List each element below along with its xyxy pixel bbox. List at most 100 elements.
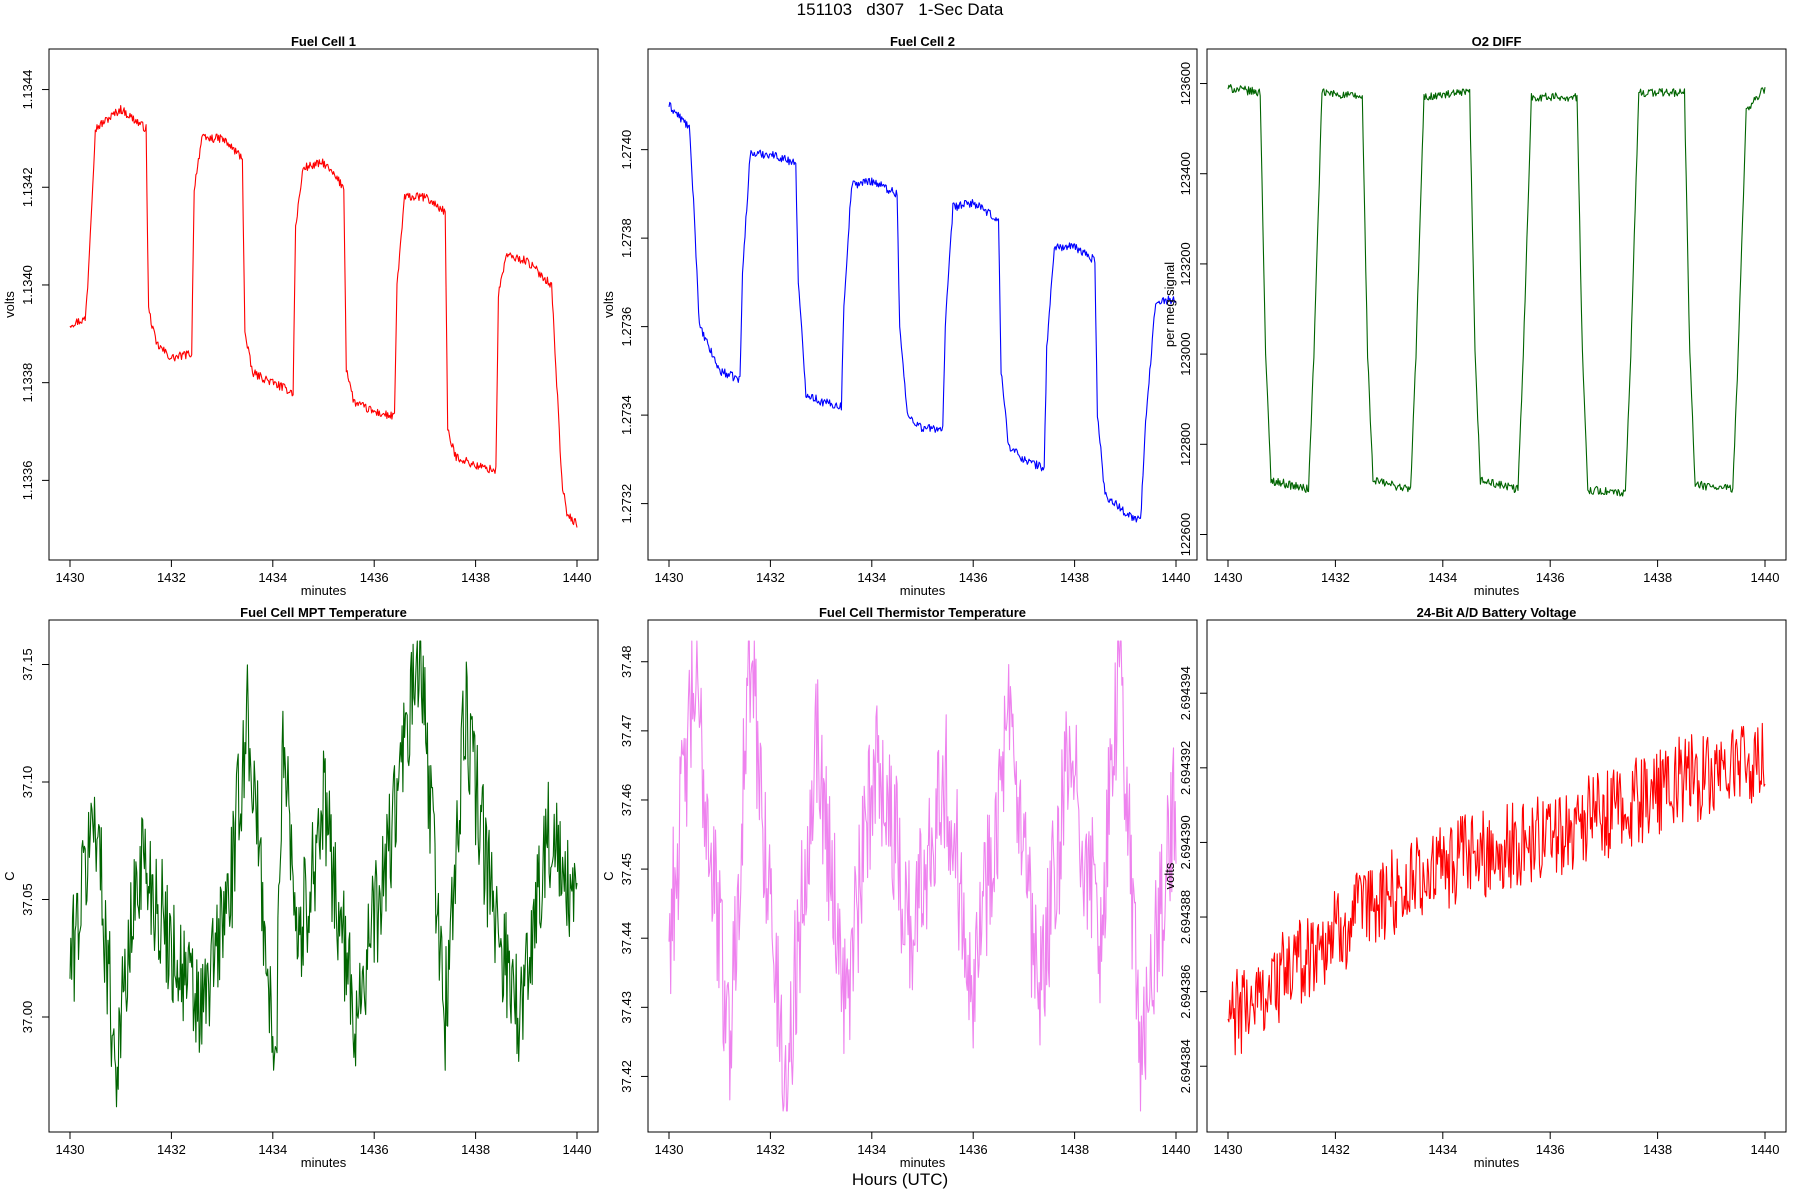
x-tick-label: 1430 bbox=[56, 1142, 85, 1157]
y-tick-label: 2.694388 bbox=[1178, 890, 1193, 944]
x-tick-label: 1432 bbox=[1321, 1142, 1350, 1157]
x-tick-label: 1436 bbox=[959, 1142, 988, 1157]
x-axis-label: minutes bbox=[1474, 583, 1520, 598]
x-axis-label: minutes bbox=[301, 1155, 347, 1170]
figure-title: 151103 d307 1-Sec Data bbox=[796, 0, 1004, 19]
y-axis-label: per meg signal bbox=[1162, 262, 1177, 347]
x-tick-label: 1440 bbox=[1751, 1142, 1780, 1157]
x-tick-label: 1438 bbox=[461, 570, 490, 585]
y-axis-label: volts bbox=[601, 291, 616, 318]
x-tick-label: 1434 bbox=[1428, 570, 1457, 585]
plot-frame bbox=[1206, 48, 1787, 561]
chart-panel-6: 24-Bit A/D Battery Voltage 1430 1432 1434 14… bbox=[1162, 605, 1787, 1170]
y-tick-label: 37.43 bbox=[619, 991, 634, 1024]
y-axis-label: volts bbox=[1162, 862, 1177, 889]
y-tick-label: 2.694392 bbox=[1178, 741, 1193, 795]
y-tick-label: 2.694386 bbox=[1178, 965, 1193, 1019]
series-line bbox=[1227, 84, 1766, 497]
chart-panel-2: Fuel Cell 2 1430 1432 1434 1436 1438 1440 minut… bbox=[601, 34, 1198, 598]
y-tick-label: 122800 bbox=[1178, 423, 1193, 466]
x-tick-label: 1440 bbox=[1162, 1142, 1191, 1157]
x-tick-label: 1434 bbox=[857, 570, 886, 585]
y-tick-label: 1.2740 bbox=[619, 130, 634, 170]
x-tick-label: 1440 bbox=[563, 570, 592, 585]
series-line bbox=[668, 640, 1177, 1112]
plot-frame bbox=[1206, 619, 1787, 1133]
y-tick-label: 1.2738 bbox=[619, 218, 634, 258]
y-tick-label: 37.05 bbox=[20, 883, 35, 916]
y-tick-label: 2.694384 bbox=[1178, 1039, 1193, 1093]
plot-frame bbox=[48, 619, 599, 1133]
y-tick-label: 1.1342 bbox=[20, 167, 35, 207]
y-axis-label: volts bbox=[2, 291, 17, 318]
y-tick-label: 37.42 bbox=[619, 1060, 634, 1093]
x-tick-label: 1438 bbox=[1643, 570, 1672, 585]
x-tick-label: 1440 bbox=[1162, 570, 1191, 585]
y-tick-label: 123000 bbox=[1178, 332, 1193, 375]
chart-title: Fuel Cell Thermistor Temperature bbox=[819, 605, 1026, 620]
y-tick-label: 1.2734 bbox=[619, 395, 634, 435]
plot-frame bbox=[647, 619, 1198, 1133]
y-tick-label: 123600 bbox=[1178, 62, 1193, 105]
y-tick-label: 37.46 bbox=[619, 784, 634, 817]
y-tick-label: 123200 bbox=[1178, 242, 1193, 285]
y-tick-label: 1.1336 bbox=[20, 460, 35, 500]
y-tick-label: 2.694394 bbox=[1178, 666, 1193, 720]
y-axis-label: C bbox=[2, 871, 17, 880]
x-tick-label: 1432 bbox=[1321, 570, 1350, 585]
x-tick-label: 1436 bbox=[1536, 570, 1565, 585]
series-line bbox=[1227, 722, 1766, 1056]
x-tick-label: 1436 bbox=[360, 570, 389, 585]
x-axis-label: minutes bbox=[1474, 1155, 1520, 1170]
x-tick-label: 1436 bbox=[1536, 1142, 1565, 1157]
x-tick-label: 1432 bbox=[756, 570, 785, 585]
x-tick-label: 1438 bbox=[1060, 570, 1089, 585]
y-tick-label: 37.47 bbox=[619, 715, 634, 748]
x-tick-label: 1430 bbox=[1214, 570, 1243, 585]
y-tick-label: 122600 bbox=[1178, 513, 1193, 556]
x-tick-label: 1438 bbox=[461, 1142, 490, 1157]
y-tick-label: 37.15 bbox=[20, 648, 35, 681]
x-tick-label: 1440 bbox=[563, 1142, 592, 1157]
figure-footer-label: Hours (UTC) bbox=[851, 1170, 949, 1189]
y-axis-label: C bbox=[601, 871, 616, 880]
plot-frame bbox=[48, 48, 599, 561]
y-tick-label: 1.2732 bbox=[619, 484, 634, 524]
y-tick-label: 123400 bbox=[1178, 152, 1193, 195]
x-tick-label: 1432 bbox=[157, 570, 186, 585]
y-tick-label: 37.00 bbox=[20, 1001, 35, 1034]
y-tick-label: 37.44 bbox=[619, 922, 634, 955]
chart-title: Fuel Cell 1 bbox=[291, 34, 356, 49]
x-tick-label: 1430 bbox=[1214, 1142, 1243, 1157]
x-tick-label: 1432 bbox=[756, 1142, 785, 1157]
y-tick-label: 37.10 bbox=[20, 766, 35, 799]
series-line bbox=[69, 640, 578, 1108]
x-tick-label: 1434 bbox=[258, 570, 287, 585]
x-tick-label: 1434 bbox=[1428, 1142, 1457, 1157]
y-tick-label: 2.694390 bbox=[1178, 815, 1193, 869]
plot-frame bbox=[647, 48, 1198, 561]
chart-panel-5: Fuel Cell Thermistor Temperature 1430 1432… bbox=[601, 605, 1198, 1170]
y-tick-label: 1.1338 bbox=[20, 363, 35, 403]
x-tick-label: 1440 bbox=[1751, 570, 1780, 585]
x-tick-label: 1430 bbox=[655, 570, 684, 585]
series-line bbox=[69, 104, 578, 528]
series-line bbox=[668, 101, 1177, 523]
chart-title: Fuel Cell 2 bbox=[890, 34, 955, 49]
x-tick-label: 1436 bbox=[360, 1142, 389, 1157]
chart-panel-3: O2 DIFF 1430 1432 1434 1436 1438 1440 minutes 12… bbox=[1162, 34, 1787, 598]
x-tick-label: 1432 bbox=[157, 1142, 186, 1157]
x-tick-label: 1434 bbox=[258, 1142, 287, 1157]
y-tick-label: 1.1340 bbox=[20, 265, 35, 305]
chart-title: Fuel Cell MPT Temperature bbox=[240, 605, 407, 620]
chart-title: 24-Bit A/D Battery Voltage bbox=[1417, 605, 1577, 620]
x-tick-label: 1438 bbox=[1643, 1142, 1672, 1157]
y-tick-label: 1.2736 bbox=[619, 307, 634, 347]
y-tick-label: 1.1344 bbox=[20, 70, 35, 110]
x-axis-label: minutes bbox=[301, 583, 347, 598]
x-tick-label: 1430 bbox=[56, 570, 85, 585]
chart-panel-1: Fuel Cell 1 1430 1432 1434 1436 1438 1440 minut… bbox=[2, 34, 599, 598]
x-tick-label: 1438 bbox=[1060, 1142, 1089, 1157]
y-tick-label: 37.45 bbox=[619, 853, 634, 886]
